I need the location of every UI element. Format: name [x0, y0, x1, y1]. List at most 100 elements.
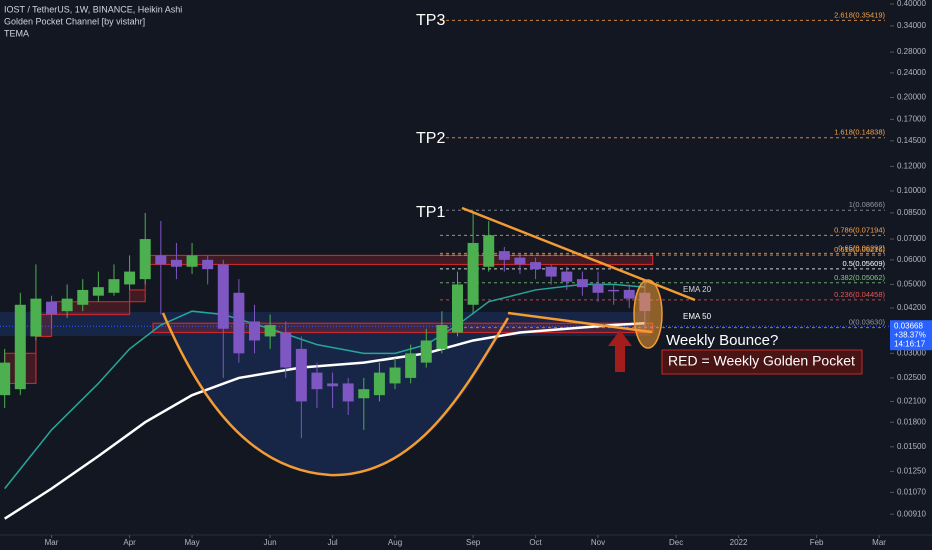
indicator-label: TEMA: [4, 28, 29, 38]
candle-body: [124, 271, 136, 285]
candle-body: [311, 372, 323, 390]
y-tick-label: 0.07000: [897, 234, 926, 243]
candle-body: [623, 289, 635, 299]
annotation: TP2: [416, 130, 445, 147]
candle-body: [451, 284, 463, 333]
x-tick-label: Sep: [466, 538, 481, 547]
y-tick-label: 0.03000: [897, 348, 926, 357]
trendline: [461, 206, 696, 302]
candle-body: [30, 298, 42, 337]
y-tick-label: 0.28000: [897, 47, 926, 56]
candle-body: [295, 348, 307, 402]
y-tick-label: 0.02500: [897, 373, 926, 382]
y-tick-label: 0.24000: [897, 68, 926, 77]
fib-label: 0.382(0.05062): [834, 273, 885, 282]
arrow: [608, 330, 632, 372]
candle-body: [373, 372, 385, 396]
candle-body: [327, 383, 339, 387]
fib-label: 0.618(0.06216): [834, 245, 885, 254]
annotation: TP1: [416, 204, 445, 221]
candle-body: [498, 251, 510, 260]
trendline: [507, 311, 653, 334]
candle-body: [61, 298, 73, 312]
legend-label: EMA 50: [683, 312, 712, 321]
y-tick-label: 0.01070: [897, 487, 926, 496]
candle-body: [436, 325, 448, 349]
candle-body: [420, 340, 432, 363]
x-tick-label: Mar: [45, 538, 59, 547]
x-tick-label: Dec: [669, 538, 683, 547]
drawings: [161, 206, 863, 477]
y-tick-label: 0.08500: [897, 208, 926, 217]
y-tick-label: 0.20000: [897, 93, 926, 102]
fib-label: 1(0.08666): [849, 200, 886, 209]
y-tick-label: 0.01500: [897, 442, 926, 451]
price-tag-countdown: 14:16:17: [894, 339, 926, 348]
fib-label: 0.65(0.06292): [838, 243, 885, 252]
y-tick-label: 0.01800: [897, 417, 926, 426]
price-tag: [890, 320, 932, 351]
candle-body: [108, 279, 120, 293]
x-tick-label: May: [184, 538, 199, 547]
candle-body: [358, 389, 370, 399]
x-tick-label: Feb: [810, 538, 824, 547]
fib-label: 0.5(0.05609): [842, 259, 885, 268]
candle-body: [202, 259, 214, 270]
ema-line: [4, 321, 645, 520]
y-tick-label: 0.14500: [897, 136, 926, 145]
y-tick-label: 0.06000: [897, 255, 926, 264]
candle-body: [592, 284, 604, 293]
candle-body: [92, 287, 104, 296]
note-box: [661, 349, 863, 375]
price-axis: [890, 0, 932, 550]
y-tick-label: 0.17000: [897, 114, 926, 123]
candle-body: [467, 242, 479, 305]
annotation: RED = Weekly Golden Pocket: [668, 353, 855, 369]
highlight-ellipse: [633, 279, 663, 349]
price-tag-change: +38.37%: [894, 330, 926, 339]
fib-label: 2.618(0.35419): [834, 10, 885, 19]
candle-body: [389, 367, 401, 384]
x-tick-label: Nov: [591, 538, 605, 547]
candle-body: [264, 325, 276, 337]
y-tick-label: 0.01250: [897, 467, 926, 476]
chart-title: IOST / TetherUS, 1W, BINANCE, Heikin Ash…: [4, 4, 182, 14]
cup-curve: [161, 312, 510, 477]
candle-body: [608, 289, 620, 292]
x-tick-label: Jun: [264, 538, 277, 547]
candle-body: [483, 235, 495, 267]
indicator-label: Golden Pocket Channel [by vistahr]: [4, 16, 145, 26]
candle-body: [14, 304, 26, 390]
candle-body: [186, 255, 198, 267]
x-tick-label: Apr: [123, 538, 136, 547]
y-tick-label: 0.02100: [897, 397, 926, 406]
y-tick-label: 0.34000: [897, 21, 926, 30]
candle-body: [233, 292, 245, 354]
fib-label: 0.786(0.07194): [834, 225, 885, 234]
candle-body: [249, 321, 261, 341]
y-tick-label: 0.40000: [897, 0, 926, 8]
x-tick-label: Mar: [872, 538, 886, 547]
candle-body: [514, 257, 526, 265]
candle-body: [342, 383, 354, 402]
x-tick-label: 2022: [730, 538, 748, 547]
y-tick-label: 0.10000: [897, 186, 926, 195]
fib-label: 0.236(0.04458): [834, 290, 885, 299]
candle-body: [155, 255, 167, 265]
fib-label: 1.618(0.14838): [834, 128, 885, 137]
x-tick-label: Oct: [529, 538, 542, 547]
annotation: TP3: [416, 12, 445, 29]
y-tick-label: 0.04200: [897, 303, 926, 312]
candle-body: [170, 259, 182, 267]
candle-body: [0, 362, 11, 396]
candle-body: [561, 271, 573, 282]
fib-label: 0(0.03630): [849, 318, 886, 327]
x-tick-label: Aug: [388, 538, 402, 547]
legend-label: EMA 20: [683, 285, 712, 294]
annotation: Weekly Bounce?: [666, 332, 778, 349]
candle-body: [405, 353, 417, 378]
y-tick-label: 0.12000: [897, 161, 926, 170]
